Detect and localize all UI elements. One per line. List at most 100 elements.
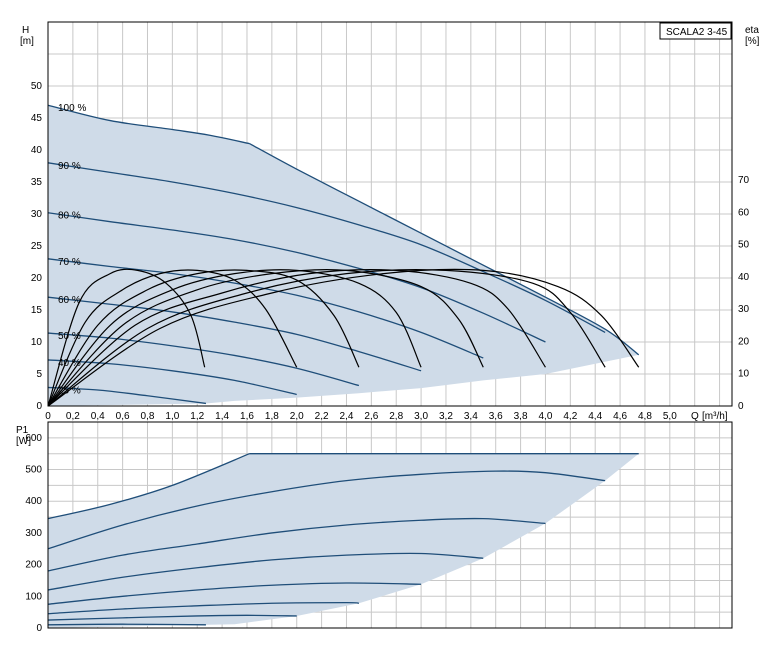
head-plot-frame [47, 21, 733, 407]
efficiency-curves [47, 268, 640, 407]
power-y-tick-label: 0 [36, 623, 42, 634]
x-tick-label: 0,2 [66, 411, 80, 422]
power-axis-ticks: 0 100 200 300 400 500 600 [25, 433, 42, 634]
x-tick-label: 2,8 [389, 411, 403, 422]
x-tick-label: 1,6 [240, 411, 254, 422]
y2-label-unit: [%] [745, 36, 760, 47]
power-y-label-unit: [W] [16, 436, 31, 447]
power-plot-frame [47, 421, 733, 629]
head-curve-label: 90 % [58, 161, 81, 172]
y2-tick-label: 0 [738, 401, 744, 412]
x-tick-label: 1,0 [165, 411, 179, 422]
x-tick-label: 3,6 [489, 411, 503, 422]
x-tick-label: 2,4 [340, 411, 354, 422]
x-tick-label: 3,2 [439, 411, 453, 422]
head-curve-label: 70 % [58, 257, 81, 268]
power-y-tick-label: 300 [25, 528, 42, 539]
head-curve-label: 60 % [58, 295, 81, 306]
efficiency-curve-4 [47, 269, 422, 407]
x-tick-label: 1,4 [215, 411, 229, 422]
x-tick-label: 0,4 [91, 411, 105, 422]
x-label-unit: [m³/h] [702, 411, 728, 422]
power-envelope-area [48, 453, 639, 628]
head-axis-ticks: 0 0,2 0,4 0,6 0,8 1,0 1,2 1,4 1,6 1,8 2,0 2,2 2,4 2,6… [31, 81, 750, 422]
x-tick-label: 1,8 [265, 411, 279, 422]
y2-tick-label: 10 [738, 369, 750, 380]
power-curves [47, 453, 639, 626]
power-curve-5 [47, 552, 484, 591]
efficiency-curve-7 [47, 269, 606, 407]
head-curve-label: 100 % [58, 103, 86, 114]
power-curve-3 [47, 470, 606, 550]
model-label: SCALA2 3-45 [666, 27, 728, 38]
efficiency-curve-2 [47, 269, 298, 407]
y2-tick-label: 20 [738, 336, 750, 347]
x-tick-label: 2,6 [364, 411, 378, 422]
x-tick-label: 0,8 [141, 411, 155, 422]
efficiency-curve-6 [47, 269, 546, 407]
y-tick-label: 45 [31, 113, 43, 124]
x-tick-label: 4,8 [638, 411, 652, 422]
power-curve-9 [47, 623, 206, 626]
head-curve-90-percent [47, 162, 606, 333]
head-curve-max [249, 143, 640, 356]
head-curve-50-percent [47, 332, 360, 387]
head-curve-40-percent [47, 359, 297, 396]
power-curve-8 [47, 614, 297, 621]
x-tick-label: 4,2 [563, 411, 577, 422]
power-y-tick-label: 600 [25, 433, 42, 444]
head-curve-80-percent [47, 212, 546, 343]
y-tick-label: 35 [31, 177, 43, 188]
y2-label-name: eta [745, 25, 759, 36]
power-y-tick-label: 100 [25, 591, 42, 602]
x-tick-label: 3,4 [464, 411, 478, 422]
x-tick-label: 4,6 [613, 411, 627, 422]
efficiency-curve-5 [47, 268, 484, 407]
x-tick-label: 0 [45, 411, 51, 422]
y2-tick-label: 50 [738, 240, 750, 251]
y-tick-label: 0 [36, 401, 42, 412]
x-label-name: Q [691, 411, 699, 422]
y2-tick-label: 70 [738, 175, 750, 186]
head-curve-100-percent [47, 104, 250, 145]
x-tick-label: 2,0 [290, 411, 304, 422]
power-curve-1 [47, 453, 250, 520]
y-label-name: H [22, 25, 29, 36]
y-tick-label: 15 [31, 305, 43, 316]
head-curves [47, 104, 640, 405]
y-tick-label: 50 [31, 81, 43, 92]
efficiency-curve-3 [47, 269, 360, 407]
power-y-tick-label: 200 [25, 560, 42, 571]
power-curve-7 [47, 601, 359, 615]
head-curve-label: 25 % [58, 385, 81, 396]
y-tick-label: 25 [31, 241, 43, 252]
power-y-tick-label: 500 [25, 465, 42, 476]
y-tick-label: 5 [36, 369, 42, 380]
y2-tick-label: 40 [738, 272, 750, 283]
y-tick-label: 20 [31, 273, 43, 284]
x-tick-label: 3,8 [514, 411, 528, 422]
power-curve-4 [47, 517, 546, 572]
power-y-label-name: P1 [16, 425, 29, 436]
power-curve-6 [47, 582, 422, 605]
y2-tick-label: 60 [738, 207, 750, 218]
x-tick-label: 4,4 [588, 411, 602, 422]
model-legend-box [659, 22, 732, 40]
head-curve-label: 50 % [58, 331, 81, 342]
head-curve-60-percent [47, 296, 422, 372]
y-tick-label: 40 [31, 145, 43, 156]
efficiency-curve-8 [47, 268, 640, 407]
x-tick-label: 1,2 [190, 411, 204, 422]
head-curve-label: 40 % [58, 358, 81, 369]
x-tick-label: 2,2 [315, 411, 329, 422]
x-tick-label: 4,0 [539, 411, 553, 422]
x-tick-label: 5,0 [663, 411, 677, 422]
x-tick-label: 0,6 [116, 411, 130, 422]
y-tick-label: 30 [31, 209, 43, 220]
y-label-unit: [m] [20, 36, 34, 47]
power-envelope [48, 453, 639, 628]
power-y-tick-label: 400 [25, 496, 42, 507]
y2-tick-label: 30 [738, 304, 750, 315]
